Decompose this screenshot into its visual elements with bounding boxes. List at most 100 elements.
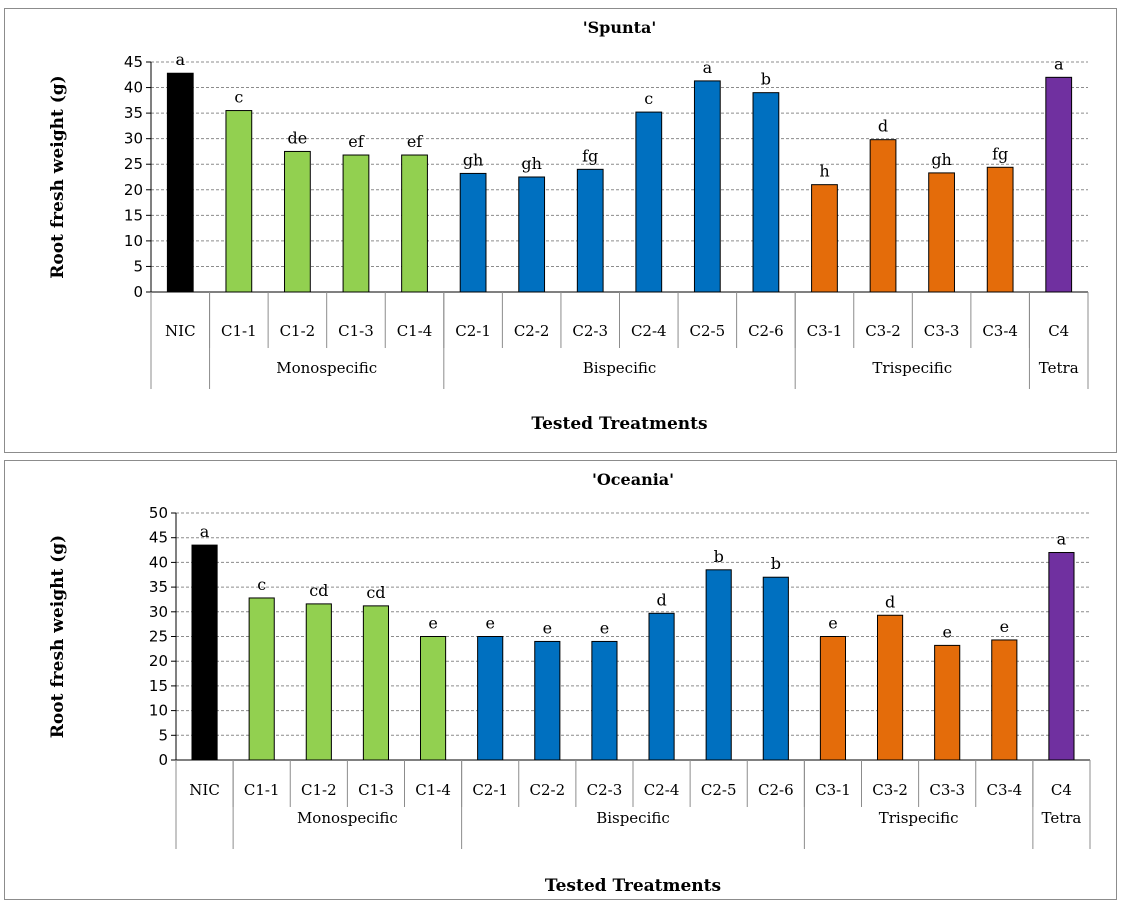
significance-letter: cd bbox=[309, 581, 328, 600]
y-tick-label: 15 bbox=[124, 206, 143, 224]
bar bbox=[986, 166, 1014, 293]
category-label: NIC bbox=[189, 781, 220, 799]
bar bbox=[576, 168, 604, 293]
y-tick-label: 35 bbox=[124, 104, 143, 122]
bar bbox=[401, 154, 428, 293]
y-axis-label: Root fresh weight (g) bbox=[48, 535, 68, 738]
bar bbox=[693, 80, 721, 293]
bar bbox=[991, 639, 1018, 761]
category-label: C2-5 bbox=[701, 781, 737, 799]
significance-letter: c bbox=[644, 89, 653, 108]
category-label: C2-6 bbox=[758, 781, 794, 799]
x-axis-label: Tested Treatments bbox=[531, 414, 707, 434]
bar bbox=[225, 110, 253, 293]
bar bbox=[459, 172, 487, 293]
group-label: Tetra bbox=[1039, 359, 1079, 377]
significance-letter: e bbox=[828, 614, 837, 633]
y-tick-label: 25 bbox=[124, 155, 143, 173]
category-label: C2-3 bbox=[587, 781, 623, 799]
category-label: C3-1 bbox=[815, 781, 851, 799]
significance-letter: e bbox=[485, 614, 494, 633]
category-label: C3-3 bbox=[929, 781, 965, 799]
chart-spunta: 'Spunta' 0 5 10 15 20 25 30 35 40 45 Root fresh wei… bbox=[48, 18, 1089, 434]
y-axis-label: Root fresh weight (g) bbox=[48, 75, 68, 278]
bar bbox=[934, 644, 961, 761]
y-tick-label: 5 bbox=[133, 257, 143, 275]
y-tick-label: 35 bbox=[149, 578, 168, 596]
y-tick-label: 20 bbox=[124, 181, 143, 199]
significance-letter: ef bbox=[407, 132, 423, 151]
bar bbox=[762, 576, 789, 761]
bar bbox=[305, 603, 332, 761]
significance-letter: e bbox=[600, 618, 609, 637]
category-label: C2-6 bbox=[748, 322, 784, 340]
x-axis-label: Tested Treatments bbox=[545, 876, 721, 896]
category-label: C4 bbox=[1051, 781, 1072, 799]
group-label: Bispecific bbox=[596, 809, 670, 827]
category-label: C1-2 bbox=[280, 322, 316, 340]
group-label: Monospecific bbox=[297, 809, 398, 827]
bar bbox=[166, 72, 194, 293]
y-tick-label: 15 bbox=[149, 677, 168, 695]
chart-oceania: 'Oceania' 0 5 10 15 20 25 30 35 40 45 50 Root fresh … bbox=[48, 470, 1091, 896]
category-label: C2-1 bbox=[472, 781, 508, 799]
category-label: C3-1 bbox=[807, 322, 843, 340]
significance-letter: a bbox=[1057, 530, 1067, 549]
category-label: C1-1 bbox=[221, 322, 257, 340]
y-tick-label: 10 bbox=[124, 232, 143, 250]
significance-letter: b bbox=[761, 70, 771, 89]
y-tick-label: 0 bbox=[158, 751, 168, 769]
chart-title: 'Spunta' bbox=[583, 18, 657, 37]
bar bbox=[635, 111, 663, 293]
significance-letter: gh bbox=[521, 154, 542, 173]
bar bbox=[342, 154, 370, 293]
bar bbox=[591, 640, 618, 761]
category-label: C3-4 bbox=[982, 322, 1018, 340]
y-tick-label: 10 bbox=[149, 702, 168, 720]
bar bbox=[534, 640, 561, 761]
y-tick-label: 30 bbox=[149, 603, 168, 621]
category-label: C3-2 bbox=[872, 781, 908, 799]
chart-panel-spunta: 'Spunta' 0 5 10 15 20 25 30 35 40 45 Root fresh wei… bbox=[4, 8, 1117, 453]
chart-panel-oceania: 'Oceania' 0 5 10 15 20 25 30 35 40 45 50 Root fresh … bbox=[4, 460, 1117, 900]
significance-letter: c bbox=[234, 88, 243, 107]
significance-letter: fg bbox=[992, 144, 1008, 163]
category-label: C3-2 bbox=[865, 322, 901, 340]
y-tick-label: 25 bbox=[149, 628, 168, 646]
category-label: C2-4 bbox=[631, 322, 667, 340]
significance-letter: e bbox=[543, 618, 552, 637]
bar bbox=[928, 172, 955, 293]
category-label: C2-5 bbox=[690, 322, 726, 340]
significance-letter: gh bbox=[463, 150, 484, 169]
significance-letter: e bbox=[428, 614, 437, 633]
chart-title: 'Oceania' bbox=[592, 470, 674, 489]
y-tick-label: 45 bbox=[149, 529, 168, 547]
y-tick-label: 40 bbox=[124, 79, 143, 97]
bar bbox=[811, 184, 838, 293]
category-label: C1-3 bbox=[358, 781, 394, 799]
bar bbox=[284, 150, 311, 293]
significance-letter: b bbox=[771, 554, 781, 573]
bar bbox=[648, 612, 675, 761]
significance-letter: c bbox=[257, 575, 266, 594]
category-label: C2-3 bbox=[572, 322, 608, 340]
category-label: C2-2 bbox=[529, 781, 565, 799]
category-label: C1-4 bbox=[415, 781, 451, 799]
category-label: C3-3 bbox=[924, 322, 960, 340]
category-label: C1-1 bbox=[244, 781, 280, 799]
significance-letter: d bbox=[878, 117, 888, 136]
y-tick-label: 50 bbox=[149, 504, 168, 522]
bar bbox=[819, 636, 847, 761]
significance-letter: a bbox=[176, 50, 186, 69]
bar bbox=[248, 597, 275, 761]
y-tick-label: 20 bbox=[149, 652, 168, 670]
significance-letter: gh bbox=[931, 150, 952, 169]
category-label: C1-2 bbox=[301, 781, 337, 799]
y-tick-label: 0 bbox=[133, 283, 143, 301]
category-label: C4 bbox=[1048, 322, 1069, 340]
significance-letter: a bbox=[703, 58, 713, 77]
bar bbox=[518, 176, 546, 293]
significance-letter: de bbox=[288, 128, 308, 147]
significance-letter: b bbox=[714, 547, 724, 566]
category-label: C2-1 bbox=[455, 322, 491, 340]
